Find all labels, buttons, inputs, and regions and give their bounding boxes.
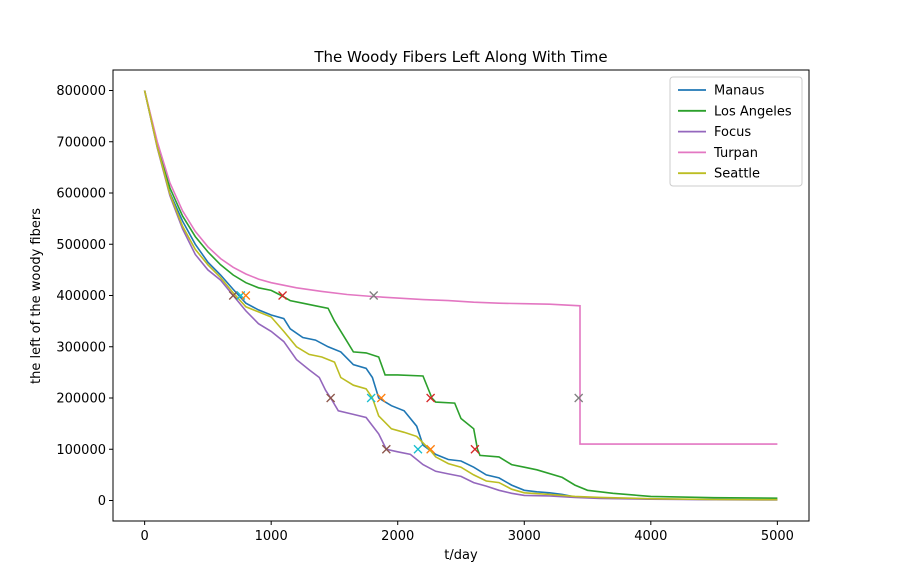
legend-label: Manaus bbox=[714, 84, 765, 99]
legend-item: Los Angeles bbox=[678, 104, 792, 119]
marker-point bbox=[376, 393, 386, 403]
y-tick-label: 700000 bbox=[56, 135, 106, 150]
series-line-los-angeles bbox=[143, 90, 778, 499]
series-line-seattle bbox=[143, 90, 778, 501]
y-axis-label: the left of the woody fibers bbox=[29, 208, 44, 384]
legend-label: Los Angeles bbox=[714, 104, 792, 119]
legend-label: Turpan bbox=[713, 146, 758, 161]
marker-point bbox=[413, 444, 423, 454]
x-tick-label: 5000 bbox=[761, 529, 794, 544]
series-line-focus bbox=[143, 90, 778, 501]
y-tick-label: 300000 bbox=[56, 340, 106, 355]
x-tick-label: 2000 bbox=[381, 529, 414, 544]
x-axis-label: t/day bbox=[444, 548, 478, 563]
legend-box bbox=[669, 76, 803, 187]
marker-point bbox=[426, 444, 436, 454]
y-tick-label: 800000 bbox=[56, 84, 106, 99]
x-axis-ticks: 0 1000 2000 3000 4000 5000 bbox=[140, 521, 794, 544]
y-tick-label: 200000 bbox=[56, 392, 106, 407]
marker-point bbox=[366, 393, 376, 403]
x-tick-label: 0 bbox=[140, 529, 148, 544]
marker-point bbox=[574, 393, 584, 403]
y-tick-label: 500000 bbox=[56, 238, 106, 253]
y-tick-label: 0 bbox=[98, 494, 106, 509]
marker-point bbox=[228, 291, 238, 300]
legend-item: Manaus bbox=[678, 84, 765, 99]
y-axis-ticks: 0 100000 200000 300000 400000 500000 600000 700… bbox=[56, 84, 113, 509]
plot-area bbox=[143, 90, 778, 501]
y-tick-label: 600000 bbox=[56, 187, 106, 202]
marker-point bbox=[278, 291, 288, 300]
marker-point bbox=[426, 393, 436, 403]
legend-label: Focus bbox=[714, 125, 751, 140]
x-tick-label: 1000 bbox=[255, 529, 288, 544]
x-tick-label: 3000 bbox=[508, 529, 541, 544]
chart-title: The Woody Fibers Left Along With Time bbox=[313, 48, 607, 66]
marker-point bbox=[241, 291, 251, 300]
legend: Manaus Los Angeles Focus Turpan Seattle bbox=[669, 76, 803, 187]
y-tick-label: 400000 bbox=[56, 289, 106, 304]
legend-label: Seattle bbox=[714, 167, 760, 182]
legend-item: Seattle bbox=[678, 167, 760, 182]
legend-item: Focus bbox=[678, 125, 751, 140]
y-tick-label: 100000 bbox=[56, 443, 106, 458]
series-line-turpan bbox=[143, 90, 778, 445]
marker-point bbox=[470, 444, 480, 454]
marker-point bbox=[369, 291, 379, 300]
legend-item: Turpan bbox=[678, 146, 758, 161]
axes-frame bbox=[112, 69, 810, 522]
marker-point bbox=[326, 393, 336, 403]
marker-point bbox=[381, 444, 391, 454]
x-tick-label: 4000 bbox=[634, 529, 667, 544]
